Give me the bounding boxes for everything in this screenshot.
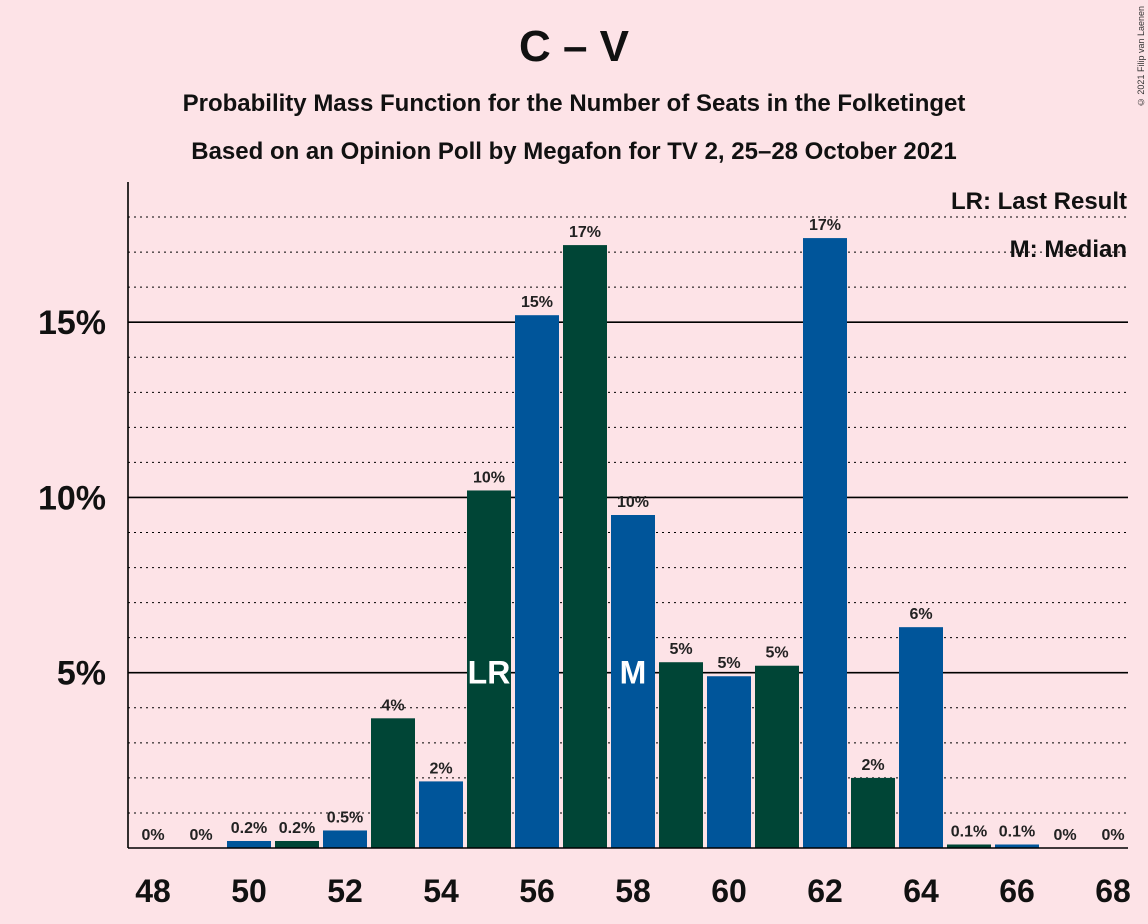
x-tick-52: 52 [327, 873, 363, 909]
value-label-68: 0% [1101, 827, 1124, 844]
value-labels: 0% 0% 0.2% 0.2% 0.5% 4% 2% 10% 15% 17% 10% 5% 5% 5% 17… [141, 217, 1124, 844]
value-label-51: 0.2% [279, 820, 315, 837]
x-tick-48: 48 [135, 873, 171, 909]
chart-title: C – V [518, 22, 630, 71]
x-tick-66: 66 [999, 873, 1035, 909]
bar-56 [515, 315, 559, 848]
value-label-58: 10% [617, 494, 649, 511]
bar-60 [707, 676, 751, 848]
value-label-66: 0.1% [999, 823, 1035, 840]
chart-subtitle-line-2: Based on an Opinion Poll by Megafon for … [191, 138, 957, 165]
bar-55 [467, 490, 511, 848]
bar-54 [419, 781, 463, 848]
y-tick-15: 15% [38, 304, 106, 342]
y-tick-labels: 5% 10% 15% [38, 304, 106, 693]
bar-57 [563, 245, 607, 849]
value-label-64: 6% [909, 606, 932, 623]
value-label-48: 0% [141, 827, 164, 844]
x-tick-58: 58 [615, 873, 651, 909]
axes [127, 182, 1128, 849]
bar-61 [755, 665, 799, 848]
legend-last-result: LR: Last Result [951, 188, 1127, 215]
median-marker: M [620, 655, 647, 691]
value-label-55: 10% [473, 469, 505, 486]
legend: LR: Last Result M: Median [951, 188, 1127, 263]
x-tick-labels: 48 50 52 54 56 58 60 62 64 66 68 [135, 873, 1131, 909]
legend-median: M: Median [1010, 236, 1127, 263]
x-tick-50: 50 [231, 873, 267, 909]
value-label-62: 17% [809, 217, 841, 234]
bar-63 [851, 777, 895, 848]
bar-64 [899, 627, 943, 848]
value-label-56: 15% [521, 294, 553, 311]
x-tick-60: 60 [711, 873, 747, 909]
bar-66 [995, 844, 1039, 848]
value-label-52: 0.5% [327, 809, 363, 826]
bar-markers: LR M [468, 655, 647, 691]
value-label-65: 0.1% [951, 823, 987, 840]
x-tick-68: 68 [1095, 873, 1131, 909]
x-tick-54: 54 [423, 873, 459, 909]
value-label-53: 4% [381, 697, 404, 714]
value-label-63: 2% [861, 757, 884, 774]
value-label-61: 5% [765, 645, 788, 662]
value-label-54: 2% [429, 760, 452, 777]
value-label-59: 5% [669, 641, 692, 658]
value-label-67: 0% [1053, 827, 1076, 844]
bar-51 [275, 840, 319, 848]
bar-52 [323, 830, 367, 848]
chart-subtitle-line-1: Probability Mass Function for the Number… [182, 90, 966, 117]
bar-53 [371, 718, 415, 848]
x-tick-64: 64 [903, 873, 939, 909]
value-label-50: 0.2% [231, 820, 267, 837]
y-tick-5: 5% [57, 655, 106, 693]
x-tick-56: 56 [519, 873, 555, 909]
y-tick-10: 10% [38, 479, 106, 517]
value-label-60: 5% [717, 655, 740, 672]
bar-50 [227, 840, 271, 848]
last-result-marker: LR [468, 655, 511, 691]
value-label-57: 17% [569, 224, 601, 241]
bar-58 [611, 515, 655, 848]
bars [227, 238, 1039, 849]
value-label-49: 0% [189, 827, 212, 844]
bar-62 [803, 238, 847, 848]
bar-65 [947, 844, 991, 848]
x-tick-62: 62 [807, 873, 843, 909]
bar-59 [659, 662, 703, 848]
